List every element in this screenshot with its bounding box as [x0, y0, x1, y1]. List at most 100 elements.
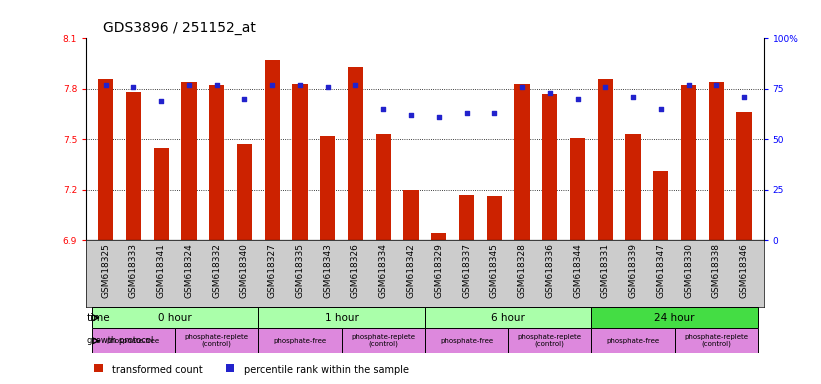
Bar	[126, 92, 141, 240]
Point	[488, 110, 501, 116]
Bar	[508, 328, 591, 353]
Text: GSM618343: GSM618343	[323, 243, 333, 298]
Point	[210, 82, 223, 88]
Point	[154, 98, 167, 104]
Text: GSM618340: GSM618340	[240, 243, 249, 298]
Text: 1 hour: 1 hour	[324, 313, 359, 323]
Text: phosphate-free: phosphate-free	[107, 338, 160, 344]
Text: GSM618324: GSM618324	[185, 243, 194, 298]
Text: GSM618327: GSM618327	[268, 243, 277, 298]
Bar	[375, 134, 391, 240]
Text: phosphate-replete
(control): phosphate-replete (control)	[685, 334, 748, 347]
Bar	[675, 328, 758, 353]
Bar	[92, 328, 175, 353]
Bar	[348, 67, 363, 240]
Text: GSM618346: GSM618346	[740, 243, 749, 298]
Bar	[431, 233, 447, 240]
Point	[377, 106, 390, 112]
Text: percentile rank within the sample: percentile rank within the sample	[244, 365, 409, 375]
Text: GSM618345: GSM618345	[490, 243, 499, 298]
Bar	[459, 195, 475, 240]
Point	[405, 112, 418, 118]
Bar	[591, 307, 758, 328]
Bar	[320, 136, 335, 240]
Point	[99, 82, 112, 88]
Bar	[403, 190, 419, 240]
Point	[321, 84, 334, 90]
Text: GSM618325: GSM618325	[101, 243, 110, 298]
Point	[599, 84, 612, 90]
Point	[460, 110, 473, 116]
Point	[293, 82, 306, 88]
Text: phosphate-free: phosphate-free	[440, 338, 493, 344]
Text: phosphate-replete
(control): phosphate-replete (control)	[518, 334, 582, 347]
Text: 0 hour: 0 hour	[158, 313, 192, 323]
Point	[682, 82, 695, 88]
Text: GSM618347: GSM618347	[656, 243, 665, 298]
Bar	[542, 94, 557, 240]
Text: phosphate-replete
(control): phosphate-replete (control)	[351, 334, 415, 347]
Bar	[342, 328, 425, 353]
Bar	[591, 328, 675, 353]
Text: phosphate-replete
(control): phosphate-replete (control)	[185, 334, 249, 347]
Bar	[425, 307, 591, 328]
Bar	[487, 196, 502, 240]
Bar	[154, 147, 169, 240]
Text: GSM618331: GSM618331	[601, 243, 610, 298]
Text: GSM618338: GSM618338	[712, 243, 721, 298]
Bar	[570, 137, 585, 240]
Bar	[236, 144, 252, 240]
Point	[626, 94, 640, 100]
Text: GSM618339: GSM618339	[629, 243, 638, 298]
Text: phosphate-free: phosphate-free	[273, 338, 327, 344]
Text: 6 hour: 6 hour	[491, 313, 525, 323]
Bar	[92, 307, 259, 328]
Text: GSM618329: GSM618329	[434, 243, 443, 298]
Point	[238, 96, 251, 102]
Text: GDS3896 / 251152_at: GDS3896 / 251152_at	[103, 21, 255, 35]
Text: GSM618335: GSM618335	[296, 243, 305, 298]
Bar	[292, 84, 308, 240]
Bar	[681, 85, 696, 240]
Bar	[736, 112, 752, 240]
Point	[544, 90, 557, 96]
Bar	[259, 307, 425, 328]
Bar	[598, 79, 613, 240]
Text: GSM618332: GSM618332	[212, 243, 221, 298]
Text: GSM618337: GSM618337	[462, 243, 471, 298]
Point	[516, 84, 529, 90]
Point	[710, 82, 723, 88]
Bar	[515, 84, 530, 240]
Text: GSM618344: GSM618344	[573, 243, 582, 298]
Point	[737, 94, 750, 100]
Bar	[175, 328, 259, 353]
Text: GSM618342: GSM618342	[406, 243, 415, 298]
Bar	[709, 82, 724, 240]
Text: phosphate-free: phosphate-free	[607, 338, 659, 344]
Bar	[209, 85, 224, 240]
Text: GSM618333: GSM618333	[129, 243, 138, 298]
Text: GSM618336: GSM618336	[545, 243, 554, 298]
Bar	[425, 328, 508, 353]
Text: GSM618328: GSM618328	[517, 243, 526, 298]
Text: growth protocol: growth protocol	[87, 336, 154, 345]
Text: time: time	[87, 313, 110, 323]
Bar	[259, 328, 342, 353]
Text: GSM618334: GSM618334	[378, 243, 388, 298]
Bar	[626, 134, 640, 240]
Point	[654, 106, 667, 112]
Bar	[264, 60, 280, 240]
Bar	[181, 82, 196, 240]
Bar	[654, 171, 668, 240]
Point	[266, 82, 279, 88]
Point	[349, 82, 362, 88]
Point	[182, 82, 195, 88]
Text: GSM618326: GSM618326	[351, 243, 360, 298]
Text: GSM618341: GSM618341	[157, 243, 166, 298]
Point	[432, 114, 445, 120]
Text: GSM618330: GSM618330	[684, 243, 693, 298]
Bar	[98, 79, 113, 240]
Point	[571, 96, 584, 102]
Text: 24 hour: 24 hour	[654, 313, 695, 323]
Text: transformed count: transformed count	[112, 365, 204, 375]
